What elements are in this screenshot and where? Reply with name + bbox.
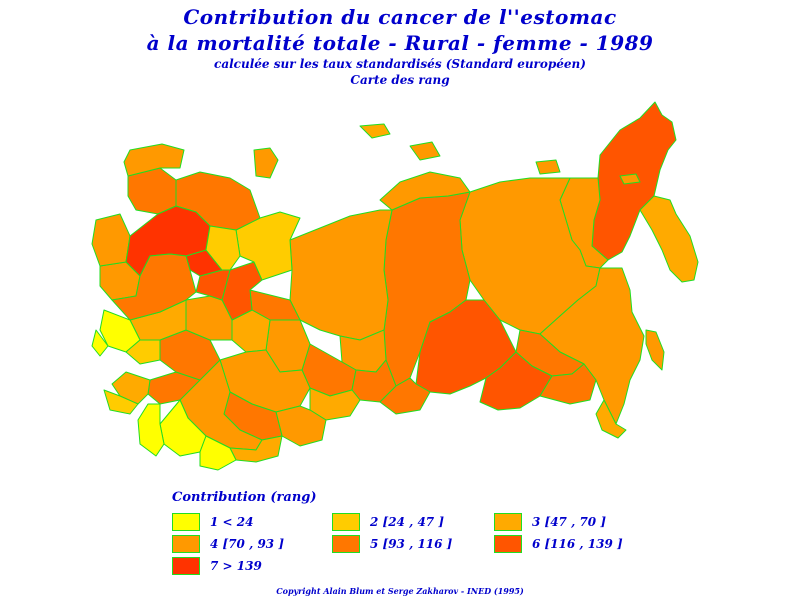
region-kyrgyzstan — [229, 435, 283, 463]
map-title-block: Contribution du cancer de l''estomac à l… — [0, 4, 800, 88]
region-chita — [539, 363, 597, 405]
legend-swatch-5 — [332, 535, 360, 553]
region-primorye — [595, 399, 627, 439]
region-georgia — [103, 389, 139, 415]
map-title: Contribution du cancer de l''estomac — [183, 5, 617, 29]
legend-swatch-2 — [332, 513, 360, 531]
legend-title: Contribution (rang) — [172, 490, 317, 505]
legend-label-4: 4 [70 , 93 ] — [210, 537, 284, 551]
legend-swatch-4 — [172, 535, 200, 553]
region-sakhalin — [645, 329, 665, 371]
island-wrangel — [619, 173, 641, 185]
legend-label-1: 1 < 24 — [210, 515, 254, 529]
region-central-black-earth — [111, 253, 197, 321]
legend-swatch-7 — [172, 557, 200, 575]
map-type-label: Carte des rang — [350, 73, 450, 87]
island-novaya-zemlya — [253, 147, 279, 179]
island-new-siberian — [535, 159, 561, 175]
region-komi — [235, 211, 301, 281]
region-moscow-area — [125, 205, 211, 277]
legend-item-2: 2 [24 , 47 ] — [332, 512, 444, 532]
legend-item-3: 3 [47 , 70 ] — [494, 512, 606, 532]
legend-item-7: 7 > 139 — [172, 556, 262, 576]
island-north-land — [409, 141, 441, 161]
region-vyatka — [205, 225, 241, 271]
region-tyumen — [289, 209, 393, 341]
island-franz-josef — [359, 123, 391, 139]
legend-label-7: 7 > 139 — [210, 559, 262, 573]
map-method-note: calculée sur les taux standardisés (Stan… — [214, 57, 586, 71]
legend: 1 < 24 2 [24 , 47 ] 3 [47 , 70 ] 4 [70 ,… — [172, 512, 642, 580]
region-karelia — [127, 167, 177, 215]
region-taimyr — [379, 171, 471, 211]
legend-label-3: 3 [47 , 70 ] — [532, 515, 606, 529]
region-east-kazakhstan — [275, 405, 327, 447]
legend-label-2: 2 [24 , 47 ] — [370, 515, 444, 529]
legend-item-1: 1 < 24 — [172, 512, 253, 532]
legend-label-5: 5 [93 , 116 ] — [370, 537, 453, 551]
region-tuva — [379, 377, 431, 415]
legend-swatch-6 — [494, 535, 522, 553]
region-turkmenistan — [137, 403, 165, 457]
region-irkutsk — [415, 299, 517, 395]
legend-label-6: 6 [116 , 139 ] — [532, 537, 623, 551]
region-crimea — [125, 339, 161, 365]
map-subtitle: à la mortalité totale - Rural - femme - … — [146, 31, 654, 55]
legend-swatch-3 — [494, 513, 522, 531]
region-baltics — [91, 213, 131, 267]
legend-swatch-1 — [172, 513, 200, 531]
legend-item-4: 4 [70 , 93 ] — [172, 534, 284, 554]
region-kamchatka — [639, 195, 699, 283]
region-tajikistan — [199, 435, 237, 471]
region-murmansk — [123, 143, 185, 177]
copyright-notice: Copyright Alain Blum et Serge Zakharov -… — [276, 586, 524, 596]
legend-item-6: 6 [116 , 139 ] — [494, 534, 623, 554]
legend-item-5: 5 [93 , 116 ] — [332, 534, 452, 554]
region-moldova — [91, 329, 109, 357]
